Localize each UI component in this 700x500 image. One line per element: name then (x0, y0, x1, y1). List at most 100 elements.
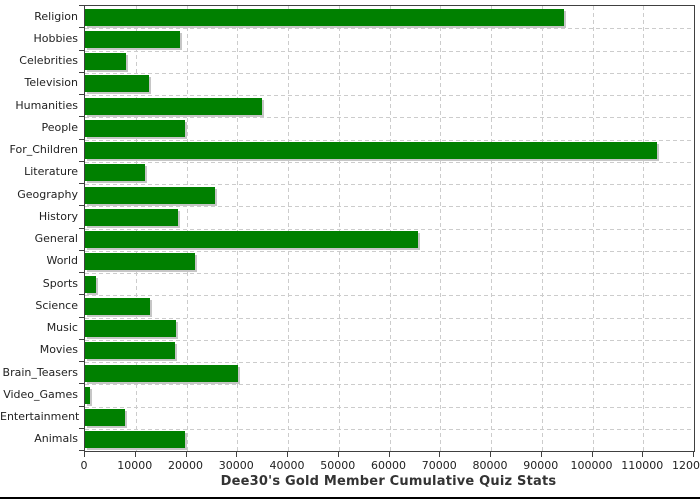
x-axis-label: 40000 (269, 459, 305, 472)
x-axis-label: 50000 (320, 459, 356, 472)
horizontal-gridline (85, 406, 694, 408)
y-axis-label: History (38, 209, 78, 223)
y-axis-label: Television (24, 76, 79, 90)
x-axis-label: 110000 (621, 459, 664, 472)
y-axis-label: Brain_Teasers (2, 365, 78, 379)
y-axis-label: Movies (39, 343, 78, 357)
horizontal-gridline (85, 228, 694, 230)
plot-area (84, 5, 695, 452)
y-axis-label: Hobbies (33, 31, 78, 45)
y-axis-label: Entertainment (0, 410, 80, 424)
bar-hobbies (85, 30, 180, 48)
y-axis-label: Sports (42, 276, 78, 290)
horizontal-gridline (85, 28, 694, 30)
y-axis-label: Animals (34, 432, 78, 446)
x-axis-label: 90000 (523, 459, 559, 472)
bar-literature (85, 164, 146, 182)
x-axis-tick (337, 452, 339, 457)
horizontal-gridline (85, 250, 694, 252)
bar-movies (85, 342, 175, 360)
y-axis-tick (79, 405, 84, 407)
y-axis-label: Geography (17, 187, 78, 201)
bar-animals (85, 431, 186, 449)
y-axis-label: People (41, 120, 78, 134)
y-axis-tick (79, 338, 84, 340)
horizontal-gridline (85, 95, 694, 96)
y-axis-tick (79, 316, 84, 318)
y-axis-tick (79, 71, 84, 73)
y-axis-label: For_Children (9, 143, 78, 157)
x-axis-tick (693, 452, 694, 457)
x-axis-tick (490, 452, 491, 457)
y-axis-tick (79, 227, 84, 229)
horizontal-gridline (85, 139, 694, 141)
x-axis-tick (439, 452, 441, 457)
y-axis-label: Music (46, 321, 78, 335)
y-axis-label: World (46, 254, 78, 268)
y-axis-tick (79, 160, 84, 162)
x-axis-tick (591, 452, 593, 457)
horizontal-gridline (85, 428, 694, 430)
horizontal-gridline (85, 184, 694, 185)
y-axis-tick (79, 116, 84, 118)
bar-general (85, 231, 419, 249)
bar-video_games (85, 386, 91, 404)
horizontal-gridline (85, 117, 694, 119)
y-axis-label: General (34, 232, 78, 246)
horizontal-gridline (85, 273, 694, 274)
bar-humanities (85, 97, 262, 115)
y-axis-tick (79, 205, 84, 207)
horizontal-gridline (85, 339, 694, 341)
y-axis-tick (79, 183, 84, 184)
bottom-rule (0, 497, 700, 499)
horizontal-gridline (85, 317, 694, 319)
bar-world (85, 253, 195, 271)
bar-sports (85, 275, 96, 293)
x-axis-label: 120000 (672, 459, 700, 472)
y-axis-label: Science (35, 298, 78, 312)
y-axis-label: Video_Games (3, 387, 78, 401)
horizontal-gridline (85, 50, 694, 52)
bar-music (85, 320, 177, 338)
x-axis-label: 100000 (570, 459, 613, 472)
x-axis-tick (134, 452, 136, 457)
x-axis-label: 10000 (117, 459, 153, 472)
x-axis-label: 0 (80, 459, 88, 472)
horizontal-gridline (85, 362, 694, 363)
bar-brain_teasers (85, 364, 239, 382)
bar-science (85, 297, 151, 315)
x-axis-tick (388, 452, 390, 457)
x-axis-label: 70000 (421, 459, 457, 472)
y-axis-tick (79, 383, 84, 385)
y-axis-label: Humanities (15, 98, 78, 112)
x-axis-tick (84, 452, 85, 457)
y-axis-tick (79, 450, 84, 451)
bar-celebrities (85, 53, 126, 71)
y-axis-tick (79, 294, 84, 296)
y-axis-tick (79, 427, 84, 429)
y-axis-tick (79, 272, 84, 273)
bar-television (85, 75, 150, 93)
y-axis-label: Religion (34, 9, 78, 23)
bar-history (85, 208, 179, 226)
chart-title: Dee30's Gold Member Cumulative Quiz Stat… (220, 474, 557, 489)
horizontal-gridline (85, 295, 694, 297)
bar-people (85, 119, 186, 137)
horizontal-gridline (85, 161, 694, 163)
x-axis-tick (540, 452, 542, 457)
bar-for_children (85, 142, 658, 160)
bar-religion (85, 8, 564, 26)
y-axis-label: Literature (24, 165, 78, 179)
horizontal-gridline (85, 384, 694, 386)
y-axis-tick (79, 249, 84, 251)
x-axis-tick (185, 452, 187, 457)
y-axis-label: Celebrities (19, 54, 78, 68)
x-axis-tick (236, 452, 238, 457)
horizontal-gridline (85, 72, 694, 74)
x-axis-tick (287, 452, 288, 457)
bar-entertainment (85, 409, 125, 427)
y-axis-tick (79, 49, 84, 51)
y-axis-tick (79, 27, 84, 29)
y-axis-tick (79, 361, 84, 362)
